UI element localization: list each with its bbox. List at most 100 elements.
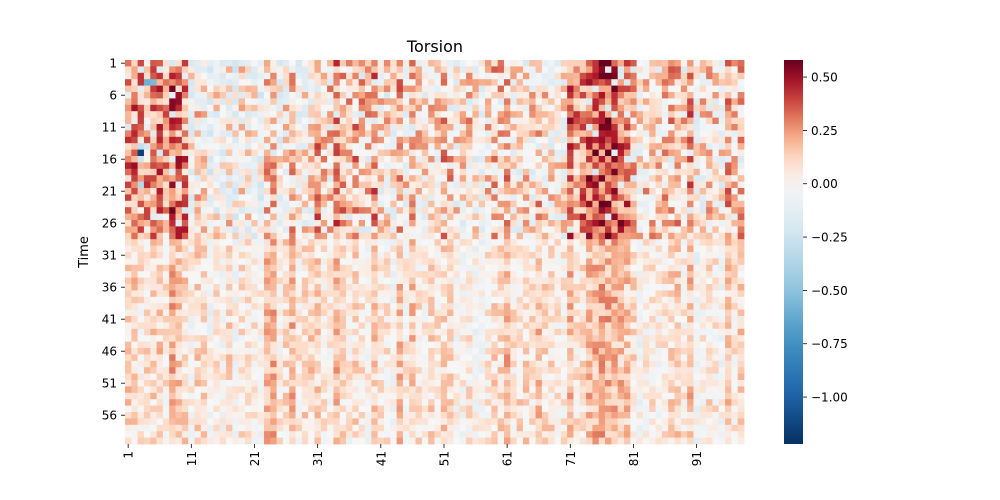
heatmap-cell: [175, 168, 183, 176]
heatmap-cell: [282, 175, 290, 182]
heatmap-cell: [478, 284, 486, 291]
heatmap-cell: [731, 220, 739, 227]
heatmap-cell: [466, 149, 473, 157]
heatmap-cell: [125, 85, 132, 93]
heatmap-cell: [327, 194, 334, 202]
heatmap-cell: [573, 220, 581, 227]
heatmap-cell: [257, 303, 265, 310]
heatmap-cell: [137, 226, 145, 234]
heatmap-cell: [396, 117, 404, 125]
heatmap-cell: [232, 207, 240, 214]
heatmap-cell: [137, 66, 145, 74]
heatmap-cell: [131, 136, 139, 144]
heatmap-cell: [598, 149, 606, 157]
heatmap-cell: [251, 181, 259, 189]
heatmap-cell: [693, 354, 701, 362]
heatmap-cell: [207, 213, 214, 221]
heatmap-cell: [232, 284, 240, 291]
heatmap-cell: [415, 226, 423, 234]
heatmap-cell: [491, 245, 499, 253]
heatmap-cell: [371, 200, 379, 208]
heatmap-cell: [276, 194, 284, 202]
heatmap-cell: [573, 335, 581, 342]
heatmap-cell: [529, 271, 536, 278]
heatmap-cell: [725, 98, 732, 106]
heatmap-cell: [308, 245, 315, 253]
heatmap-cell: [396, 66, 404, 74]
heatmap-cell: [661, 277, 669, 285]
heatmap-cell: [295, 322, 303, 330]
heatmap-cell: [522, 284, 530, 291]
heatmap-cell: [522, 380, 530, 387]
heatmap-cell: [143, 348, 151, 355]
heatmap-cell: [737, 232, 745, 240]
heatmap-cell: [200, 271, 208, 278]
heatmap-cell: [333, 373, 341, 381]
heatmap-cell: [573, 104, 581, 112]
heatmap-cell: [529, 181, 536, 189]
heatmap-cell: [365, 245, 372, 253]
heatmap-cell: [339, 98, 347, 106]
heatmap-cell: [586, 60, 593, 67]
heatmap-cell: [207, 124, 214, 131]
heatmap-cell: [371, 213, 379, 221]
heatmap-cell: [289, 85, 296, 93]
heatmap-cell: [605, 181, 612, 189]
heatmap-cell: [706, 309, 713, 317]
heatmap-cell: [503, 290, 511, 298]
heatmap-cell: [447, 220, 454, 227]
heatmap-cell: [655, 175, 663, 182]
heatmap-cell: [434, 130, 442, 138]
heatmap-cell: [718, 124, 726, 131]
heatmap-cell: [497, 181, 505, 189]
heatmap-cell: [466, 290, 473, 298]
heatmap-cell: [194, 360, 202, 368]
heatmap-cell: [207, 341, 214, 349]
heatmap-cell: [548, 284, 555, 291]
heatmap-cell: [276, 380, 284, 387]
heatmap-cell: [630, 380, 638, 387]
heatmap-cell: [623, 373, 631, 381]
heatmap-cell: [447, 143, 454, 150]
heatmap-cell: [630, 200, 638, 208]
heatmap-cell: [598, 207, 606, 214]
heatmap-cell: [592, 309, 600, 317]
heatmap-cell: [125, 284, 132, 291]
heatmap-cell: [402, 149, 410, 157]
heatmap-cell: [491, 124, 499, 131]
heatmap-cell: [352, 290, 360, 298]
heatmap-cell: [674, 373, 682, 381]
heatmap-cell: [447, 92, 454, 99]
heatmap-cell: [623, 92, 631, 99]
heatmap-cell: [175, 284, 183, 291]
heatmap-cell: [516, 156, 524, 163]
heatmap-cell: [503, 168, 511, 176]
heatmap-cell: [207, 322, 214, 330]
heatmap-cell: [333, 245, 341, 253]
heatmap-cell: [592, 72, 600, 80]
heatmap-cell: [314, 335, 322, 342]
heatmap-cell: [263, 175, 271, 182]
heatmap-cell: [143, 168, 151, 176]
heatmap-cell: [586, 296, 593, 304]
heatmap-cell: [592, 380, 600, 387]
heatmap-cell: [466, 226, 473, 234]
heatmap-cell: [188, 232, 195, 240]
heatmap-cell: [630, 309, 638, 317]
heatmap-cell: [661, 239, 669, 246]
heatmap-cell: [680, 194, 688, 202]
heatmap-cell: [125, 271, 132, 278]
heatmap-cell: [661, 79, 669, 86]
heatmap-cell: [712, 360, 720, 368]
heatmap-cell: [131, 162, 139, 170]
heatmap-cell: [661, 136, 669, 144]
heatmap-cell: [232, 226, 240, 234]
heatmap-cell: [434, 136, 442, 144]
heatmap-cell: [642, 309, 650, 317]
heatmap-cell: [289, 380, 296, 387]
heatmap-cell: [320, 156, 328, 163]
heatmap-cell: [611, 162, 619, 170]
heatmap-cell: [346, 277, 353, 285]
heatmap-cell: [680, 162, 688, 170]
heatmap-cell: [655, 303, 663, 310]
